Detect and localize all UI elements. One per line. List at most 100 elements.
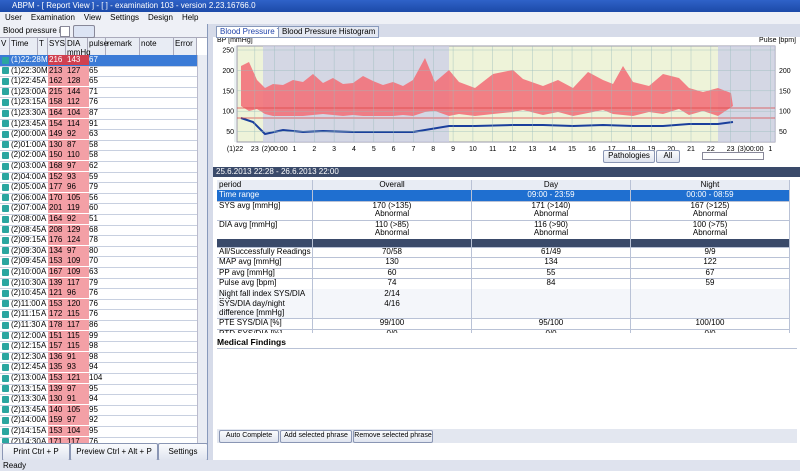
reading-row[interactable]: (2)12:00 A 151 115 99	[0, 330, 197, 343]
findings-button[interactable]: Auto Complete	[219, 430, 279, 443]
reading-row[interactable]: (2)10:00 A 167 109 63	[0, 267, 197, 279]
reading-cell: 79	[89, 182, 98, 192]
reading-row[interactable]: (2)00:00 A 149 92 63	[0, 129, 197, 141]
pathologies-dropdown[interactable]: Pathologies	[603, 150, 655, 163]
reading-cell: 104	[66, 108, 89, 118]
reading-row[interactable]: (2)13:45 A 140 105 95	[0, 404, 197, 417]
findings-text[interactable]	[217, 348, 797, 428]
x-tick-label: 21	[687, 146, 695, 153]
menu-item[interactable]: User	[5, 13, 22, 22]
summary-cell: 61/49	[472, 246, 631, 257]
reading-row[interactable]: (2)10:45 A 121 96 76	[0, 288, 197, 300]
reading-row[interactable]: (1)22:30 M 213 127 65	[0, 65, 197, 78]
reading-cell: A	[41, 108, 47, 117]
reading-row[interactable]: (2)07:00 A 201 119 60	[0, 203, 197, 215]
column-header: Day	[472, 180, 631, 190]
reading-row[interactable]: (2)09:45 A 153 109 70	[0, 256, 197, 268]
filter-dropdown[interactable]: All	[656, 150, 680, 163]
reading-row[interactable]: (1)22:28 M 216 143 67	[0, 55, 197, 67]
reading-row[interactable]: (1)22:45 A 162 128 65	[0, 76, 197, 88]
findings-button[interactable]: Add selected phrase	[280, 430, 352, 443]
reading-row[interactable]: (2)08:00 A 164 92 51	[0, 214, 197, 226]
cell-text: 171 (>140)	[531, 200, 571, 210]
reading-row[interactable]: (2)12:15 A 157 115 98	[0, 341, 197, 353]
reading-row[interactable]: (2)11:00 A 153 120 76	[0, 298, 197, 311]
menu-item[interactable]: Help	[181, 13, 199, 22]
reading-row[interactable]: (2)13:00 A 153 121 104	[0, 373, 197, 385]
reading-cell: 151	[48, 330, 67, 341]
reading-cell: 71	[89, 86, 98, 96]
add-button[interactable]	[73, 25, 95, 38]
summary-cell: 67	[631, 267, 790, 278]
reading-row[interactable]: (2)13:15 A 139 97 95	[0, 383, 197, 396]
summary-cell	[631, 299, 790, 318]
reading-row[interactable]: (1)23:00 A 215 144 71	[0, 86, 197, 99]
reading-row[interactable]: (2)14:15 A 153 104 95	[0, 426, 197, 438]
tab[interactable]: Blood Pressure Histogram	[278, 26, 380, 38]
summary-cell	[631, 238, 790, 247]
reading-row[interactable]: (2)13:30 A 130 91 94	[0, 394, 197, 406]
reading-row[interactable]: (1)23:15 A 158 112 76	[0, 97, 197, 109]
x-tick-label: 19	[647, 146, 655, 153]
reading-row[interactable]: (1)23:30 A 164 104 87	[0, 108, 197, 120]
cell-text: 122	[703, 257, 717, 266]
action-button[interactable]: Preview Ctrl + Alt + P	[70, 443, 158, 460]
menu-item[interactable]: Settings	[110, 13, 140, 22]
reading-row[interactable]: (2)03:00 A 168 97 62	[0, 161, 197, 173]
menu-item[interactable]: Design	[148, 13, 173, 22]
reading-row[interactable]: (2)01:00 A 130 87 58	[0, 139, 197, 152]
reading-row[interactable]: (2)09:30 A 134 97 80	[0, 245, 197, 258]
reading-cell: 168	[48, 161, 67, 171]
cell-text: 9/9	[704, 246, 716, 256]
reading-row[interactable]: (2)11:30 A 178 117 86	[0, 320, 197, 332]
reading-row[interactable]: (2)12:30 A 136 91 98	[0, 351, 197, 364]
reading-row[interactable]: (2)12:45 A 135 93 94	[0, 362, 197, 374]
reading-row[interactable]: (2)09:15 A 176 124 78	[0, 235, 197, 247]
cell-text: All/Successfully Readings	[219, 246, 311, 256]
y2-tick-label: 50	[779, 129, 787, 136]
reading-cell: A	[41, 161, 47, 170]
reading-row[interactable]: (2)06:00 A 170 105 56	[0, 192, 197, 205]
reading-cell: 95	[89, 383, 98, 393]
check-icon	[2, 332, 9, 340]
cell-text: 84	[546, 278, 556, 287]
reading-cell: A	[41, 214, 47, 223]
dropdown[interactable]	[60, 26, 70, 37]
reading-cell: 154	[48, 118, 67, 129]
cell-text: Time range	[219, 190, 260, 199]
reading-row[interactable]: (2)04:00 A 152 93 59	[0, 171, 197, 184]
menu-item[interactable]: Examination	[30, 13, 75, 22]
time-slider[interactable]	[702, 152, 764, 160]
reading-row[interactable]: (2)10:30 A 139 117 79	[0, 277, 197, 290]
reading-row[interactable]: (2)05:00 A 177 96 79	[0, 182, 197, 194]
reading-row[interactable]: (2)11:15 A 172 115 76	[0, 309, 197, 321]
summary-cell: SYS/DIA day/night difference [mmHg]	[217, 299, 313, 318]
reading-row[interactable]: (1)23:45 A 154 114 91	[0, 118, 197, 131]
reading-cell: 117	[66, 436, 89, 447]
reading-cell: (2)01:00	[11, 139, 41, 149]
summary-cell: Night fall index SYS/DIA [%]	[217, 288, 313, 306]
reading-cell: 95	[89, 404, 98, 414]
reading-cell: A	[41, 394, 47, 404]
reading-row[interactable]: (2)02:00 A 150 110 58	[0, 150, 197, 162]
cell-text: 110 (>85)	[375, 219, 409, 229]
summary-cell: 55	[472, 267, 631, 278]
reading-cell: 60	[89, 203, 98, 213]
summary-cell	[472, 238, 631, 247]
reading-cell: 56	[89, 192, 98, 202]
check-icon	[2, 427, 9, 435]
column-header: T	[38, 38, 48, 55]
action-button[interactable]: Settings	[158, 443, 207, 460]
summary-cell: 0/0	[472, 328, 631, 333]
reading-cell: 63	[89, 129, 98, 139]
reading-cell: 153	[48, 298, 67, 309]
menu-item[interactable]: View	[83, 13, 102, 22]
reading-row[interactable]: (2)14:00 A 159 97 92	[0, 415, 197, 427]
reading-row[interactable]: (2)08:45 A 208 129 68	[0, 224, 197, 237]
action-button[interactable]: Print Ctrl + P	[2, 443, 70, 460]
scrollbar[interactable]	[197, 55, 207, 443]
column-header: period	[217, 180, 313, 190]
reading-cell: 201	[48, 203, 67, 214]
findings-button[interactable]: Remove selected phrase	[353, 430, 433, 443]
summary-cell: 95/100	[472, 318, 631, 329]
